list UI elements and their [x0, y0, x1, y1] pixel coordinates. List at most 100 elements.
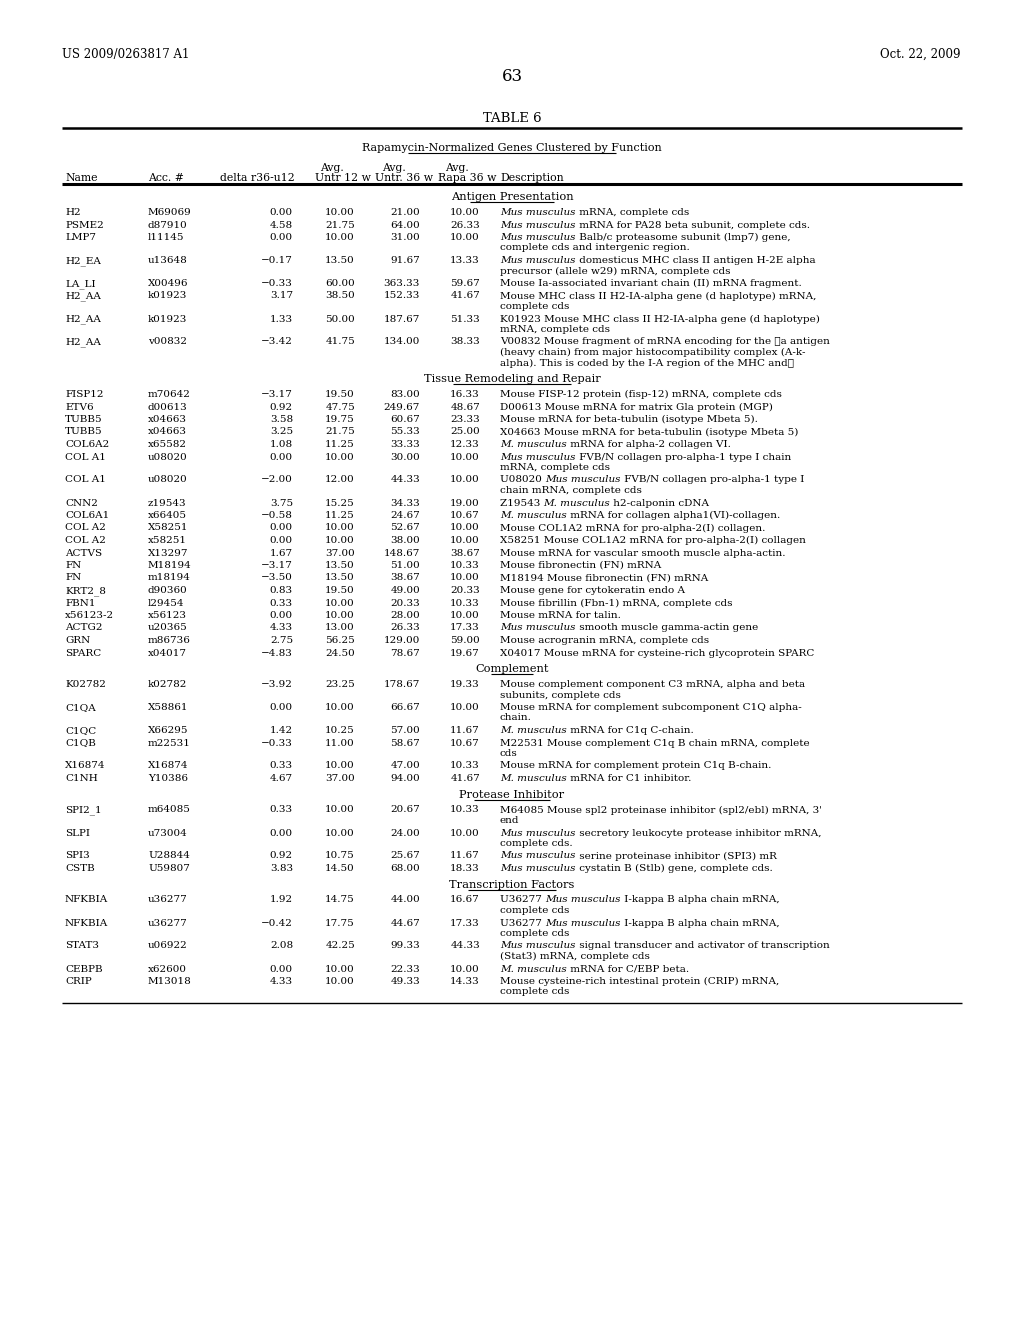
Text: −0.58: −0.58 [261, 511, 293, 520]
Text: 24.67: 24.67 [390, 511, 420, 520]
Text: 13.50: 13.50 [326, 573, 355, 582]
Text: x58251: x58251 [148, 536, 187, 545]
Text: 26.33: 26.33 [390, 623, 420, 632]
Text: −3.42: −3.42 [261, 338, 293, 346]
Text: C1QB: C1QB [65, 738, 96, 747]
Text: −3.92: −3.92 [261, 680, 293, 689]
Text: domesticus MHC class II antigen H-2E alpha: domesticus MHC class II antigen H-2E alp… [575, 256, 815, 265]
Text: U08020: U08020 [500, 475, 545, 484]
Text: Mus musculus: Mus musculus [500, 623, 575, 632]
Text: x04017: x04017 [148, 648, 187, 657]
Text: 2.75: 2.75 [270, 636, 293, 645]
Text: u20365: u20365 [148, 623, 187, 632]
Text: 10.67: 10.67 [451, 511, 480, 520]
Text: 20.33: 20.33 [390, 598, 420, 607]
Text: z19543: z19543 [148, 499, 186, 507]
Text: M69069: M69069 [148, 209, 191, 216]
Text: 17.33: 17.33 [451, 623, 480, 632]
Text: 94.00: 94.00 [390, 774, 420, 783]
Text: u36277: u36277 [148, 919, 187, 928]
Text: Mus musculus: Mus musculus [545, 475, 621, 484]
Text: 25.00: 25.00 [451, 428, 480, 437]
Text: 23.33: 23.33 [451, 414, 480, 424]
Text: 13.50: 13.50 [326, 561, 355, 570]
Text: M64085 Mouse spl2 proteinase inhibitor (spl2/ebl) mRNA, 3': M64085 Mouse spl2 proteinase inhibitor (… [500, 805, 822, 814]
Text: mRNA, complete cds: mRNA, complete cds [500, 325, 610, 334]
Text: complete cds: complete cds [500, 987, 569, 997]
Text: 10.00: 10.00 [326, 524, 355, 532]
Text: 10.00: 10.00 [451, 704, 480, 711]
Text: 10.33: 10.33 [451, 805, 480, 814]
Text: KRT2_8: KRT2_8 [65, 586, 105, 595]
Text: 14.50: 14.50 [326, 865, 355, 873]
Text: Y10386: Y10386 [148, 774, 188, 783]
Text: 11.25: 11.25 [326, 511, 355, 520]
Text: TUBB5: TUBB5 [65, 428, 102, 437]
Text: SPARC: SPARC [65, 648, 101, 657]
Text: LMP7: LMP7 [65, 234, 96, 242]
Text: 10.00: 10.00 [326, 598, 355, 607]
Text: k01923: k01923 [148, 314, 187, 323]
Text: C1QC: C1QC [65, 726, 96, 735]
Text: x04663: x04663 [148, 428, 187, 437]
Text: 3.25: 3.25 [270, 428, 293, 437]
Text: k01923: k01923 [148, 292, 187, 301]
Text: d90360: d90360 [148, 586, 187, 595]
Text: Mouse Ia-associated invariant chain (II) mRNA fragment.: Mouse Ia-associated invariant chain (II)… [500, 279, 802, 288]
Text: 10.00: 10.00 [326, 805, 355, 814]
Text: 44.67: 44.67 [390, 919, 420, 928]
Text: M. musculus: M. musculus [500, 726, 566, 735]
Text: M. musculus: M. musculus [500, 965, 566, 974]
Text: Mus musculus: Mus musculus [500, 829, 575, 837]
Text: mRNA for C1q C-chain.: mRNA for C1q C-chain. [566, 726, 693, 735]
Text: 17.33: 17.33 [451, 919, 480, 928]
Text: Mus musculus: Mus musculus [545, 919, 621, 928]
Text: Mouse gene for cytokeratin endo A: Mouse gene for cytokeratin endo A [500, 586, 685, 595]
Text: Balb/c proteasome subunit (lmp7) gene,: Balb/c proteasome subunit (lmp7) gene, [575, 234, 791, 242]
Text: 3.83: 3.83 [270, 865, 293, 873]
Text: −0.42: −0.42 [261, 919, 293, 928]
Text: 25.67: 25.67 [390, 851, 420, 861]
Text: 0.33: 0.33 [270, 805, 293, 814]
Text: 34.33: 34.33 [390, 499, 420, 507]
Text: Mus musculus: Mus musculus [500, 453, 575, 462]
Text: 60.67: 60.67 [390, 414, 420, 424]
Text: −3.50: −3.50 [261, 573, 293, 582]
Text: Mus musculus: Mus musculus [500, 851, 575, 861]
Text: m86736: m86736 [148, 636, 190, 645]
Text: 59.67: 59.67 [451, 279, 480, 288]
Text: end: end [500, 816, 519, 825]
Text: 0.33: 0.33 [270, 598, 293, 607]
Text: M18194 Mouse fibronectin (FN) mRNA: M18194 Mouse fibronectin (FN) mRNA [500, 573, 709, 582]
Text: complete cds: complete cds [500, 906, 569, 915]
Text: Mouse mRNA for complement subcomponent C1Q alpha-: Mouse mRNA for complement subcomponent C… [500, 704, 802, 711]
Text: SPI2_1: SPI2_1 [65, 805, 101, 816]
Text: Mus musculus: Mus musculus [500, 234, 575, 242]
Text: mRNA for C/EBP beta.: mRNA for C/EBP beta. [566, 965, 689, 974]
Text: chain.: chain. [500, 714, 531, 722]
Text: 11.67: 11.67 [451, 726, 480, 735]
Text: 91.67: 91.67 [390, 256, 420, 265]
Text: 19.75: 19.75 [326, 414, 355, 424]
Text: 19.00: 19.00 [451, 499, 480, 507]
Text: u36277: u36277 [148, 895, 187, 904]
Text: 38.00: 38.00 [390, 536, 420, 545]
Text: TUBB5: TUBB5 [65, 414, 102, 424]
Text: 12.00: 12.00 [326, 475, 355, 484]
Text: 41.67: 41.67 [451, 774, 480, 783]
Text: 38.67: 38.67 [451, 549, 480, 557]
Text: Mouse MHC class II H2-IA-alpha gene (d haplotype) mRNA,: Mouse MHC class II H2-IA-alpha gene (d h… [500, 292, 816, 301]
Text: Mouse cysteine-rich intestinal protein (CRIP) mRNA,: Mouse cysteine-rich intestinal protein (… [500, 977, 779, 986]
Text: 0.00: 0.00 [270, 829, 293, 837]
Text: 14.33: 14.33 [451, 977, 480, 986]
Text: 13.33: 13.33 [451, 256, 480, 265]
Text: FVB/N collagen pro-alpha-1 type I: FVB/N collagen pro-alpha-1 type I [621, 475, 804, 484]
Text: M. musculus: M. musculus [500, 774, 566, 783]
Text: 1.42: 1.42 [270, 726, 293, 735]
Text: 66.67: 66.67 [390, 704, 420, 711]
Text: Complement: Complement [475, 664, 549, 675]
Text: 11.00: 11.00 [326, 738, 355, 747]
Text: u06922: u06922 [148, 941, 187, 950]
Text: mRNA for C1 inhibitor.: mRNA for C1 inhibitor. [566, 774, 691, 783]
Text: mRNA, complete cds: mRNA, complete cds [500, 463, 610, 473]
